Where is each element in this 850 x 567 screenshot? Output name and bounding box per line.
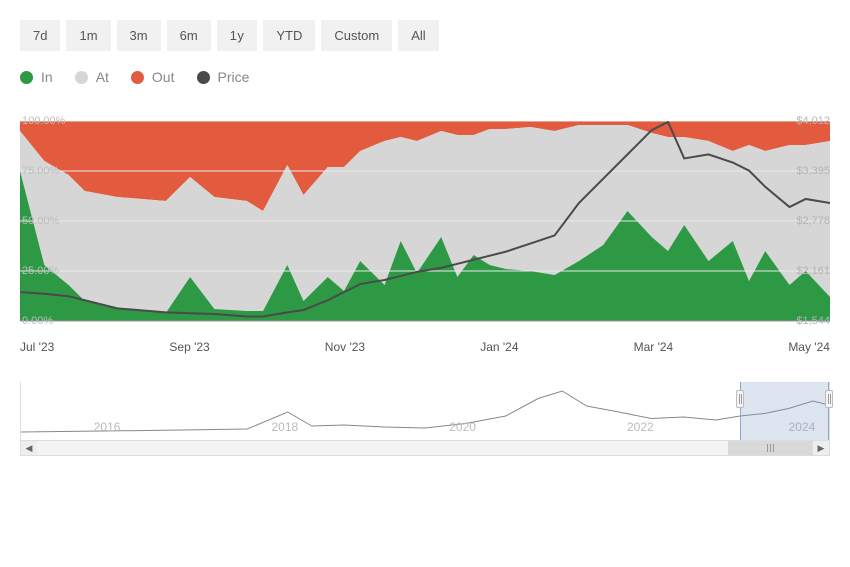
navigator-selection[interactable] xyxy=(740,382,829,440)
legend-at-label: At xyxy=(96,69,109,85)
legend-in-label: In xyxy=(41,69,53,85)
scroll-left-button[interactable]: ◀ xyxy=(21,441,37,455)
main-chart[interactable]: 100.00% 75.00% 50.00% 25.00% 0.00% $4,01… xyxy=(20,121,830,336)
navigator-scrollbar: ◀ ▶ xyxy=(20,440,830,456)
navigator: 2016 2018 2020 2022 2024 ◀ ▶ xyxy=(20,382,830,456)
legend-out-dot xyxy=(131,71,144,84)
range-1m-button[interactable]: 1m xyxy=(66,20,110,51)
range-ytd-button[interactable]: YTD xyxy=(263,20,315,51)
range-3m-button[interactable]: 3m xyxy=(117,20,161,51)
scroll-thumb[interactable] xyxy=(728,441,813,455)
scroll-track[interactable] xyxy=(37,441,813,455)
x-axis: Jul '23 Sep '23 Nov '23 Jan '24 Mar '24 … xyxy=(20,340,830,354)
navigator-svg xyxy=(21,382,829,440)
x-tick: Jul '23 xyxy=(20,340,54,354)
x-tick: May '24 xyxy=(788,340,830,354)
scroll-right-button[interactable]: ▶ xyxy=(813,441,829,455)
chart-legend: In At Out Price xyxy=(20,69,830,85)
navigator-handle-right[interactable] xyxy=(825,390,833,408)
navigator-handle-left[interactable] xyxy=(736,390,744,408)
range-6m-button[interactable]: 6m xyxy=(167,20,211,51)
x-tick: Nov '23 xyxy=(325,340,365,354)
time-range-selector: 7d 1m 3m 6m 1y YTD Custom All xyxy=(20,20,830,51)
x-tick: Jan '24 xyxy=(480,340,518,354)
x-tick: Sep '23 xyxy=(169,340,209,354)
x-tick: Mar '24 xyxy=(634,340,674,354)
range-all-button[interactable]: All xyxy=(398,20,438,51)
range-1y-button[interactable]: 1y xyxy=(217,20,258,51)
navigator-chart[interactable]: 2016 2018 2020 2022 2024 xyxy=(20,382,830,440)
legend-at[interactable]: At xyxy=(75,69,109,85)
main-chart-svg xyxy=(20,121,830,336)
range-7d-button[interactable]: 7d xyxy=(20,20,60,51)
legend-at-dot xyxy=(75,71,88,84)
legend-price[interactable]: Price xyxy=(197,69,250,85)
legend-out[interactable]: Out xyxy=(131,69,175,85)
legend-price-dot xyxy=(197,71,210,84)
legend-out-label: Out xyxy=(152,69,175,85)
legend-in-dot xyxy=(20,71,33,84)
range-custom-button[interactable]: Custom xyxy=(321,20,392,51)
legend-in[interactable]: In xyxy=(20,69,53,85)
legend-price-label: Price xyxy=(218,69,250,85)
